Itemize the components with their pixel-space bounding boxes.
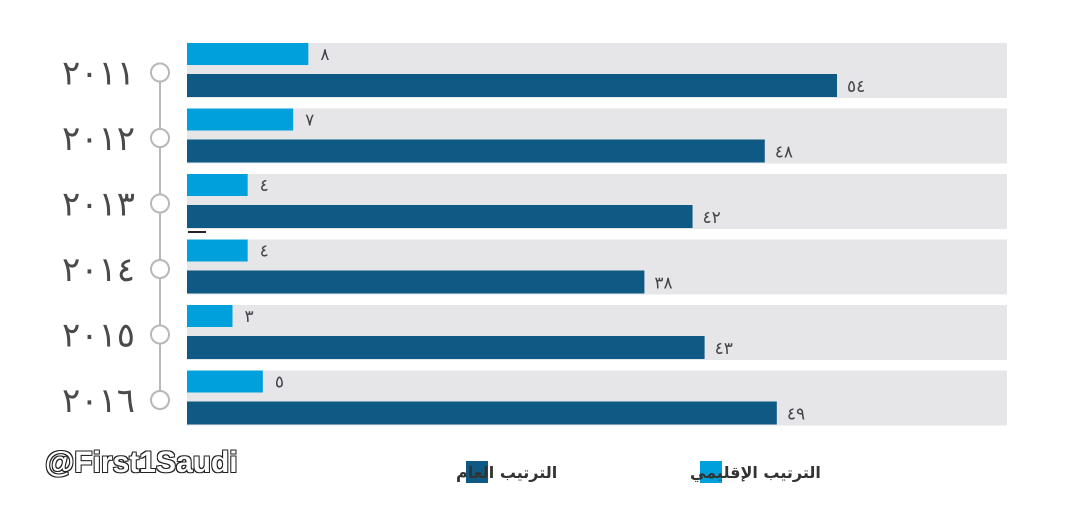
legend: الترتيب الإقليمي الترتيب العام xyxy=(456,461,821,483)
timeline-node xyxy=(150,390,170,410)
legend-swatch-regional xyxy=(700,461,722,483)
year-label: ٢٠١٣ xyxy=(62,185,135,225)
timeline-node xyxy=(150,259,170,279)
value-label-overall: ٤٢ xyxy=(703,208,721,228)
year-label: ٢٠١٤ xyxy=(62,250,135,290)
value-label-overall: ٥٤ xyxy=(847,77,865,97)
value-label-overall: ٤٩ xyxy=(787,405,805,425)
row-bands xyxy=(187,43,1007,426)
bar-regional xyxy=(187,305,233,327)
year-label: ٢٠١١ xyxy=(62,54,135,94)
value-label-regional: ٧ xyxy=(305,111,314,131)
rows: ٢٠١١ ٨ ٥٤ ٢٠١٢ ٧ ٤٨ ٢٠١٣ ٤ ٤٢ ٢٠١٤ ٤ ٣٨ ٢٠١٥ ٣ ٤٣ ٢٠١٦ ٥… xyxy=(62,43,865,425)
bar-overall xyxy=(187,401,777,425)
bar-overall xyxy=(187,74,837,97)
timeline-node xyxy=(150,193,170,214)
timeline-node xyxy=(150,128,170,148)
value-label-regional: ٤ xyxy=(260,242,269,262)
bar-overall xyxy=(187,139,765,163)
timeline-node xyxy=(150,62,170,83)
bar-overall xyxy=(187,336,705,359)
timeline-node xyxy=(150,324,170,345)
year-label: ٢٠١٦ xyxy=(62,381,135,421)
year-label: ٢٠١٢ xyxy=(62,119,135,159)
bar-overall xyxy=(187,205,693,228)
year-label: ٢٠١٥ xyxy=(62,316,135,356)
value-label-overall: ٣٨ xyxy=(654,274,672,294)
value-label-regional: ٥ xyxy=(275,373,284,393)
legend-label-regional: الترتيب الإقليمي xyxy=(690,463,821,483)
bar-regional xyxy=(187,174,248,196)
bar-regional xyxy=(187,43,309,65)
value-label-overall: ٤٨ xyxy=(775,143,793,163)
bar-regional xyxy=(187,108,294,131)
bar-regional xyxy=(187,370,263,393)
legend-label-overall: الترتيب العام xyxy=(456,463,557,482)
value-label-regional: ٣ xyxy=(245,307,254,327)
legend-swatch-overall xyxy=(466,461,488,483)
value-label-regional: ٨ xyxy=(320,45,329,65)
bar-regional xyxy=(187,239,248,262)
bar-overall xyxy=(187,270,645,294)
watermark-text: @First1Saudi xyxy=(44,445,238,480)
value-label-overall: ٤٣ xyxy=(715,339,733,359)
value-label-regional: ٤ xyxy=(260,176,269,196)
